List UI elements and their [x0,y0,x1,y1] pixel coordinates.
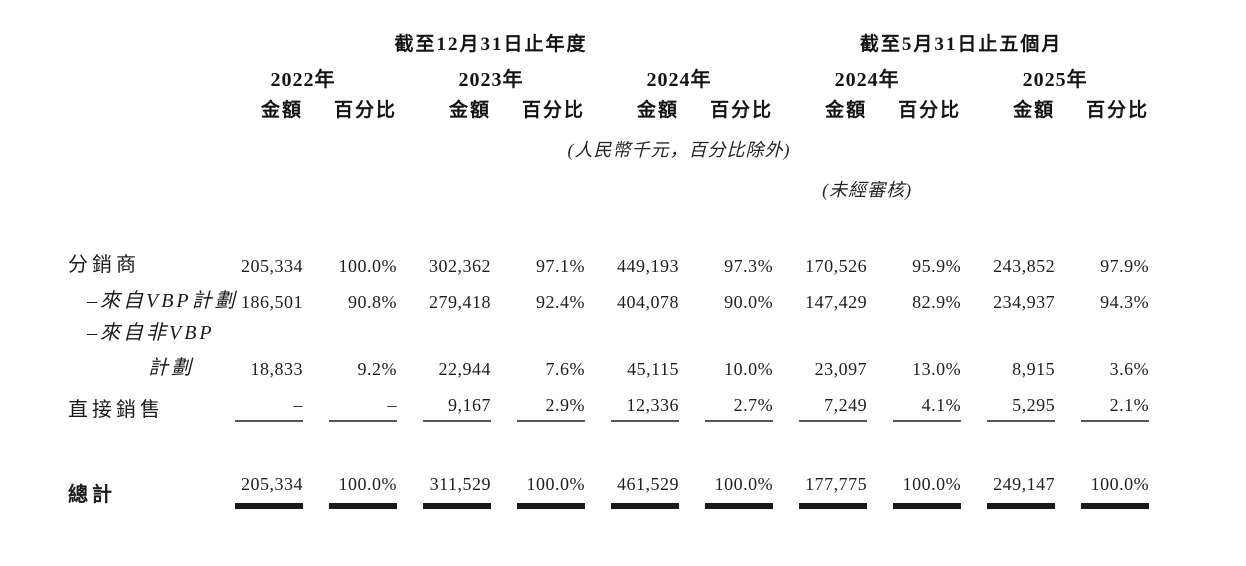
percent-header: 百分比 [710,100,774,121]
percent-header: 百分比 [521,100,585,121]
value-cell: 92.4% [536,292,585,312]
value-cell: 2.9% [517,395,585,422]
value-cell: 90.0% [724,292,774,312]
year-header-row: 2022年 2023年 2024年 2024年 2025年 [54,56,1149,92]
total-value-cell: 311,529 [423,474,491,509]
total-value-cell: 100.0% [517,474,585,509]
subcolumn-header-row: 金額 百分比 金額 百分比 金額 百分比 金額 百分比 金額 百分比 [54,92,1149,122]
value-cell: 243,852 [993,256,1056,276]
year-header-2022: 2022年 [270,69,336,91]
year-header-2025: 2025年 [1022,69,1088,91]
value-cell: 100.0% [338,256,397,276]
row-label-total: 總計 [68,484,116,506]
value-cell: 205,334 [241,256,303,276]
value-cell: 7,249 [799,395,868,422]
total-value-cell: 461,529 [611,474,679,509]
row-label: 計劃 [148,357,194,379]
value-cell: 302,362 [429,256,491,276]
row-label: 直接銷售 [68,399,164,421]
total-value-cell: 205,334 [235,474,303,509]
table-row-from-non-vbp-line2: 計劃 18,833 9.2% 22,944 7.6% 45,115 10.0% … [54,345,1149,380]
empty-cell [54,92,209,122]
value-cell: 97.9% [1100,256,1150,276]
value-cell: 10.0% [724,359,774,379]
currency-note: (人民幣千元，百分比除外) [567,140,791,160]
value-cell: 7.6% [545,359,585,379]
empty-cell [54,122,209,162]
unaudited-note-row: (未經審核) [54,162,1149,202]
amount-header: 金額 [636,100,679,121]
spacer-row [54,422,1149,450]
table-row-direct-sales: 直接銷售 – – 9,167 2.9% 12,336 2.7% 7,249 4.… [54,380,1150,422]
amount-header: 金額 [825,100,868,121]
percent-header: 百分比 [333,100,397,121]
spacer-row [54,202,1149,248]
currency-note-row: (人民幣千元，百分比除外) [54,122,1149,162]
table-row-distributors: 分銷商 205,334 100.0% 302,362 97.1% 449,193… [54,248,1149,277]
value-cell: 8,915 [1012,359,1056,379]
row-label: 分銷商 [68,254,140,276]
table-row-from-non-vbp-line1: –來自非VBP [54,313,1149,345]
table-row-from-vbp: –來自VBP計劃 186,501 90.8% 279,418 92.4% 404… [54,277,1149,313]
empty-cell [961,162,1149,202]
empty-cell [54,56,209,92]
value-cell: 94.3% [1100,292,1150,312]
year-header-2023: 2023年 [458,69,524,91]
total-value-cell: 249,147 [987,474,1056,509]
value-cell: 449,193 [617,256,679,276]
group-header-five-months: 截至5月31日止五個月 [859,34,1063,55]
value-cell: 170,526 [805,256,868,276]
row-label: –來自非VBP [87,322,215,344]
value-cell: 97.3% [724,256,774,276]
value-cell: 2.1% [1081,395,1150,422]
value-cell: 3.6% [1109,359,1150,379]
value-cell: 82.9% [912,292,962,312]
empty-cell [54,162,773,202]
value-cell: 18,833 [250,359,303,379]
value-cell: 147,429 [805,292,868,312]
value-cell: 22,944 [438,359,491,379]
table-row-total: 總計 205,334 100.0% 311,529 100.0% 461,529… [54,450,1150,509]
value-cell: 2.7% [705,395,774,422]
value-cell: 90.8% [348,292,397,312]
value-cell: 97.1% [536,256,585,276]
value-cell: 12,336 [611,395,679,422]
total-value-cell: 100.0% [329,474,397,509]
value-cell: 404,078 [617,292,679,312]
amount-header: 金額 [448,100,491,121]
prospectus-page: 截至12月31日止年度 截至5月31日止五個月 2022年 2023年 2024… [0,26,1246,566]
value-cell: 9,167 [423,395,491,422]
value-cell: 13.0% [912,359,962,379]
year-header-2024: 2024年 [646,69,712,91]
total-value-cell: 177,775 [799,474,868,509]
year-header-2024-5m: 2024年 [834,69,900,91]
unaudited-note: (未經審核) [822,180,913,200]
amount-header: 金額 [1013,100,1056,121]
value-cell: 23,097 [814,359,868,379]
total-value-cell: 100.0% [893,474,962,509]
total-value-cell: 100.0% [1081,474,1150,509]
value-cell: 95.9% [912,256,962,276]
percent-header: 百分比 [898,100,962,121]
value-cell: 9.2% [357,359,397,379]
percent-header: 百分比 [1086,100,1150,121]
row-label: –來自VBP計劃 [87,290,238,312]
value-cell: 279,418 [429,292,491,312]
value-cell: 186,501 [241,292,303,312]
value-cell: 234,937 [993,292,1056,312]
period-group-header-row: 截至12月31日止年度 截至5月31日止五個月 [54,26,1149,56]
group-header-annual: 截至12月31日止年度 [394,34,588,55]
amount-header: 金額 [260,100,303,121]
value-cell: 4.1% [893,395,962,422]
empty-cell [209,313,1149,345]
revenue-by-channel-table: 截至12月31日止年度 截至5月31日止五個月 2022年 2023年 2024… [54,26,1150,509]
value-cell: – [329,395,397,422]
value-cell: 45,115 [627,359,679,379]
empty-cell [54,26,209,56]
total-value-cell: 100.0% [705,474,774,509]
value-cell: 5,295 [987,395,1056,422]
value-cell: – [235,395,303,422]
